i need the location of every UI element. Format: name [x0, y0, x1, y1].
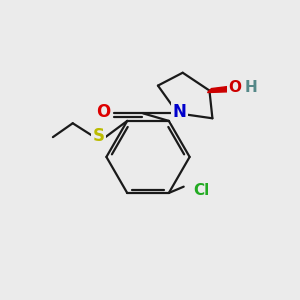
Polygon shape — [208, 85, 235, 92]
Text: S: S — [92, 127, 104, 145]
Text: Cl: Cl — [194, 183, 210, 198]
Text: O: O — [228, 80, 241, 95]
Text: N: N — [173, 103, 187, 122]
Text: H: H — [245, 80, 257, 95]
Text: O: O — [96, 103, 111, 122]
